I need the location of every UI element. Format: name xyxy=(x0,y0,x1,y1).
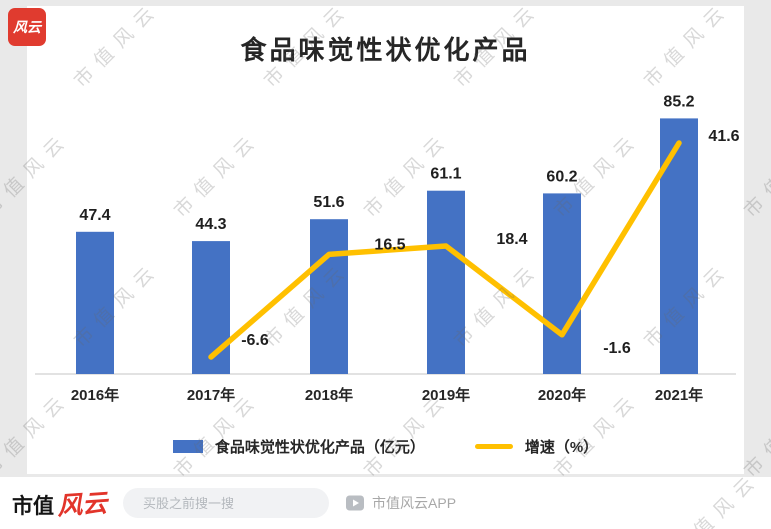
bar-value-label: 61.1 xyxy=(430,166,461,183)
brand-seal-icon: 风云 xyxy=(8,8,46,46)
growth-line xyxy=(208,140,682,360)
combo-chart-canvas: 47.4 44.3 51.6 61.1 60.2 85.2 -6.6 16.5 18.4 -1.6… xyxy=(35,93,740,404)
bar-value-label: 47.4 xyxy=(79,207,110,224)
bar-series-label: 食品味觉性状优化产品（亿元） xyxy=(214,438,425,456)
line-value-label: 18.4 xyxy=(496,231,527,248)
chart-card: 食品味觉性状优化产品 47.4 44.3 51.6 61.1 60.2 85.2 -6.6 1… xyxy=(27,6,744,474)
x-axis-label: 2016年 xyxy=(71,386,119,404)
brand-text-red: 风云 xyxy=(56,490,109,521)
bar-2020年 xyxy=(543,193,581,374)
bar-series-swatch xyxy=(172,439,203,453)
x-axis-label: 2017年 xyxy=(187,386,235,404)
bar-value-label: 85.2 xyxy=(663,93,694,110)
footer-bar: 市值 风云 市值风云APP xyxy=(0,477,771,529)
line-value-label: 16.5 xyxy=(374,236,405,253)
x-axis-label: 2019年 xyxy=(422,386,470,404)
line-value-label: -6.6 xyxy=(241,332,269,349)
bar-value-label: 51.6 xyxy=(313,194,344,211)
search-box[interactable] xyxy=(123,488,330,518)
line-series-label: 增速（%） xyxy=(524,438,599,456)
brand-logo: 市值 风云 xyxy=(12,485,109,521)
x-axis-label: 2021年 xyxy=(655,386,703,404)
search-input[interactable] xyxy=(141,494,322,512)
brand-text-black: 市值 xyxy=(12,494,54,518)
brand-seal-text: 风云 xyxy=(13,21,41,36)
bar-2019年 xyxy=(427,190,465,374)
bar-2021年 xyxy=(660,118,698,375)
bar-2017年 xyxy=(192,241,230,374)
line-series-swatch xyxy=(474,443,513,449)
line-value-label: -1.6 xyxy=(603,340,631,357)
app-promo[interactable]: 市值风云APP xyxy=(345,493,456,513)
x-axis-label: 2018年 xyxy=(305,386,353,404)
chart-title: 食品味觉性状优化产品 xyxy=(240,35,531,65)
x-axis-label: 2020年 xyxy=(538,386,586,404)
bar-2016年 xyxy=(76,231,114,374)
line-value-label: 41.6 xyxy=(708,128,739,145)
bar-2018年 xyxy=(310,219,348,374)
bar-value-label: 44.3 xyxy=(195,216,226,233)
app-icon xyxy=(346,495,365,511)
chart-legend: 食品味觉性状优化产品（亿元） 增速（%） xyxy=(27,433,744,459)
app-label: 市值风云APP xyxy=(372,495,457,511)
bar-value-label: 60.2 xyxy=(546,168,577,185)
